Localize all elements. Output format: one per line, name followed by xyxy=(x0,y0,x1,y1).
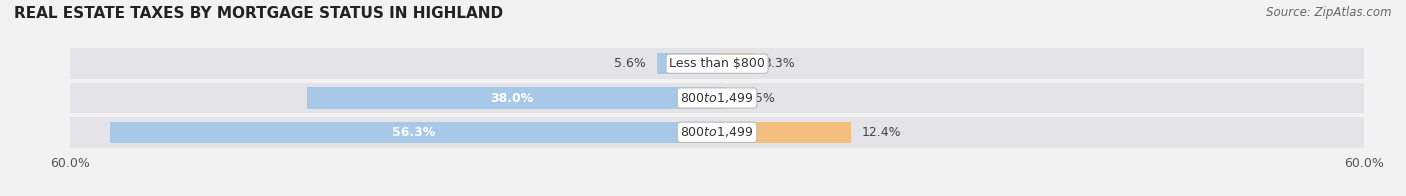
Bar xyxy=(70,117,1364,148)
Text: 0.65%: 0.65% xyxy=(735,92,775,104)
Text: Less than $800: Less than $800 xyxy=(669,57,765,70)
Text: $800 to $1,499: $800 to $1,499 xyxy=(681,91,754,105)
Bar xyxy=(70,48,1364,79)
Bar xyxy=(717,87,724,109)
Text: 12.4%: 12.4% xyxy=(862,126,901,139)
Bar xyxy=(717,53,752,74)
Bar xyxy=(308,87,717,109)
Text: $800 to $1,499: $800 to $1,499 xyxy=(681,125,754,139)
Text: 38.0%: 38.0% xyxy=(491,92,534,104)
Text: REAL ESTATE TAXES BY MORTGAGE STATUS IN HIGHLAND: REAL ESTATE TAXES BY MORTGAGE STATUS IN … xyxy=(14,6,503,21)
Bar xyxy=(110,122,717,143)
Text: 5.6%: 5.6% xyxy=(614,57,645,70)
Bar xyxy=(717,122,851,143)
Bar xyxy=(70,83,1364,113)
Text: Source: ZipAtlas.com: Source: ZipAtlas.com xyxy=(1267,6,1392,19)
Text: 3.3%: 3.3% xyxy=(763,57,796,70)
Bar xyxy=(657,53,717,74)
Text: 56.3%: 56.3% xyxy=(392,126,436,139)
